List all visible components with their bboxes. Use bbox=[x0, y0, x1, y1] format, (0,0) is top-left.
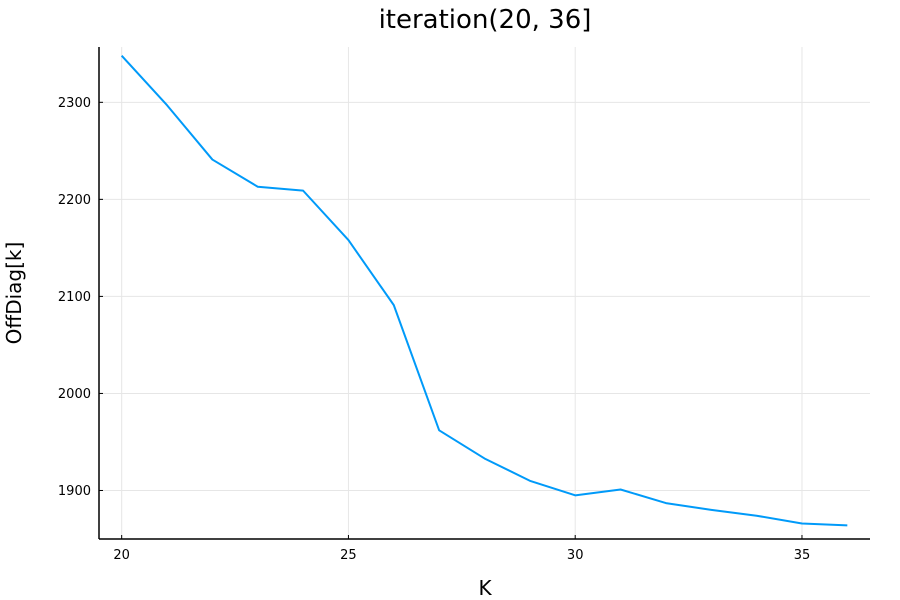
y-tick-label: 1900 bbox=[58, 484, 91, 499]
series-layer bbox=[120, 55, 848, 527]
chart-title: iteration(20, 36] bbox=[379, 5, 592, 35]
y-tick-label: 2200 bbox=[58, 193, 91, 208]
x-tick-label: 35 bbox=[794, 548, 811, 563]
x-axis-title: K bbox=[478, 576, 492, 600]
tick-layer: 20 25 30 35 1900 2000 2100 2200 2300 bbox=[58, 96, 810, 563]
y-tick-label: 2100 bbox=[58, 290, 91, 305]
grid-layer bbox=[99, 47, 870, 539]
x-tick-label: 25 bbox=[340, 548, 357, 563]
y-axis-title: OffDiag[k] bbox=[2, 242, 26, 345]
axis-layer bbox=[98, 47, 870, 540]
y-tick-label: 2300 bbox=[58, 96, 91, 111]
y-tick-label: 2000 bbox=[58, 387, 91, 402]
x-tick-label: 20 bbox=[113, 548, 130, 563]
series-line bbox=[120, 55, 848, 527]
x-tick-label: 30 bbox=[567, 548, 584, 563]
